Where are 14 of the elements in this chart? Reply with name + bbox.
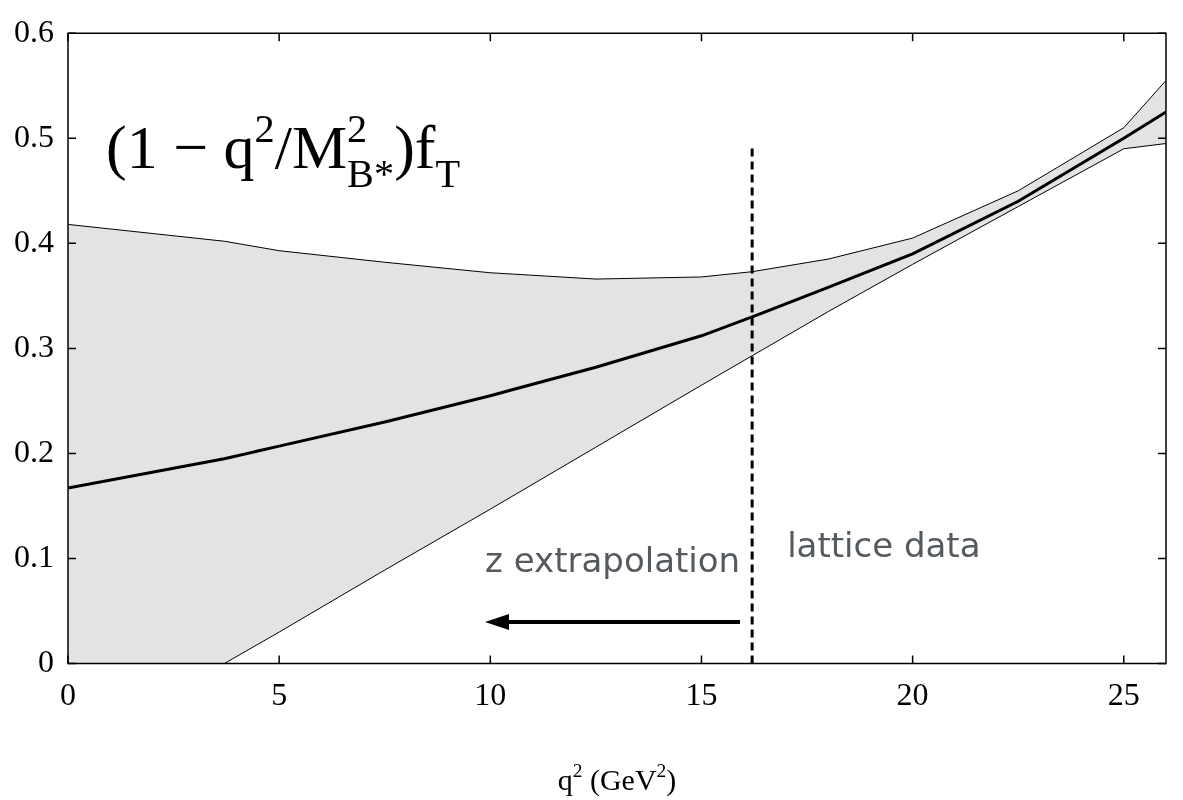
annotation: z extrapolation — [485, 540, 741, 581]
x-tick-label: 15 — [685, 676, 718, 713]
y-tick-label: 0.5 — [14, 117, 54, 154]
y-tick-label: 0.6 — [14, 12, 54, 49]
y-tick-label: 0.1 — [14, 537, 54, 574]
x-tick-label: 5 — [271, 676, 288, 713]
x-tick-label: 20 — [896, 676, 929, 713]
y-tick-label: 0.2 — [14, 432, 54, 469]
annotation: lattice data — [787, 525, 981, 566]
y-tick-label: 0 — [38, 643, 54, 680]
x-tick-label: 25 — [1107, 676, 1140, 713]
y-tick-label: 0.4 — [14, 222, 54, 259]
x-tick-label: 10 — [474, 676, 507, 713]
y-tick-label: 0.3 — [14, 327, 54, 364]
